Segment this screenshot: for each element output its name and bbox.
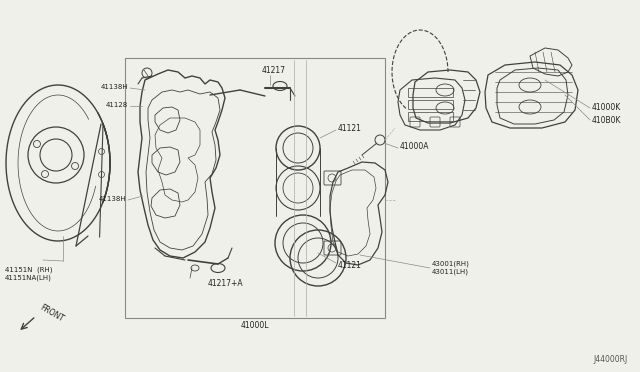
Text: 41217: 41217: [262, 65, 286, 74]
Text: FRONT: FRONT: [38, 302, 65, 323]
Text: 41138H: 41138H: [100, 84, 128, 90]
Text: 41138H: 41138H: [99, 196, 126, 202]
Text: 43011(LH): 43011(LH): [432, 269, 469, 275]
Text: 41151NA(LH): 41151NA(LH): [5, 275, 52, 281]
Text: 41121: 41121: [338, 124, 362, 132]
Text: 41128: 41128: [106, 102, 128, 108]
Text: 41217+A: 41217+A: [208, 279, 244, 288]
Text: 41000L: 41000L: [241, 321, 269, 330]
Text: 43001(RH): 43001(RH): [432, 261, 470, 267]
Text: J44000RJ: J44000RJ: [594, 356, 628, 365]
Text: 41000K: 41000K: [592, 103, 621, 112]
Text: 41151N  (RH): 41151N (RH): [5, 267, 52, 273]
Text: 41121: 41121: [338, 260, 362, 269]
Text: 41000A: 41000A: [400, 141, 429, 151]
Text: 410B0K: 410B0K: [592, 115, 621, 125]
